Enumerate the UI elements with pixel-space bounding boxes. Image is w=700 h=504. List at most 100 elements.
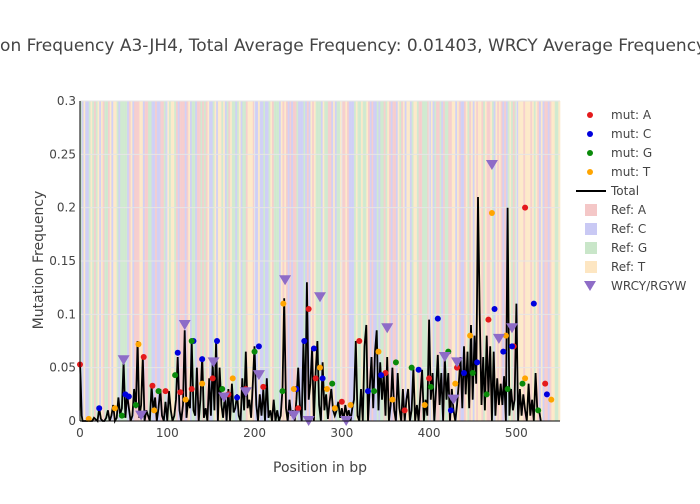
x-tick-label: 0 xyxy=(76,426,84,440)
mutation-point-t xyxy=(331,405,338,412)
y-axis-label: Mutation Frequency xyxy=(31,191,47,330)
mutation-point-a xyxy=(522,204,529,211)
legend-swatch-dot xyxy=(587,169,593,175)
wrcy-triangle xyxy=(279,275,292,286)
legend-item-mut-t[interactable]: mut: T xyxy=(587,165,651,179)
legend-item-total[interactable]: Total xyxy=(576,184,639,198)
mutation-point-c xyxy=(96,405,103,412)
mutation-point-t xyxy=(488,210,495,216)
legend-item-mut-a[interactable]: mut: A xyxy=(587,108,652,122)
y-tick-label: 0.2 xyxy=(57,201,76,215)
wrcy-triangle xyxy=(485,160,498,170)
mutation-point-g xyxy=(483,391,490,398)
mutation-point-c xyxy=(310,345,317,352)
legend-item-mut-c[interactable]: mut: C xyxy=(587,127,651,141)
mutation-point-t xyxy=(85,415,92,422)
mutation-point-a xyxy=(260,383,267,390)
mutation-point-c xyxy=(474,359,481,366)
mutation-point-t xyxy=(229,375,236,382)
chart-title: Mutation Frequency A3-JH4, Total Average… xyxy=(0,36,700,56)
mutation-point-a xyxy=(177,389,184,396)
legend-item-mut-g[interactable]: mut: G xyxy=(587,146,652,160)
x-tick-label: 400 xyxy=(418,426,441,440)
legend-label: Total xyxy=(610,184,639,198)
mutation-point-c xyxy=(214,338,221,344)
mutation-point-c xyxy=(500,348,507,355)
legend-item-ref-g[interactable]: Ref: G xyxy=(585,241,647,255)
legend-swatch-dot xyxy=(587,112,593,118)
mutation-point-c xyxy=(530,300,537,307)
mutation-point-g xyxy=(535,407,542,414)
legend[interactable]: mut: A mut: C mut: G mut: T Total Ref: A Ref: … xyxy=(576,108,687,293)
mutation-point-a xyxy=(188,386,195,392)
wrcy-triangle xyxy=(314,292,326,303)
mutation-point-t xyxy=(323,386,330,392)
mutation-point-g xyxy=(251,348,258,355)
y-tick-label: 0.15 xyxy=(49,254,76,268)
mutation-point-a xyxy=(162,388,169,395)
legend-swatch-dot xyxy=(587,150,593,156)
mutation-point-a xyxy=(140,354,147,360)
mutation-point-g xyxy=(219,386,226,392)
mutation-point-c xyxy=(365,388,371,395)
legend-item-ref-c[interactable]: Ref: C xyxy=(585,222,646,236)
mutation-point-a xyxy=(305,306,312,312)
mutation-point-a xyxy=(542,380,549,387)
legend-label: mut: T xyxy=(611,165,651,179)
mutation-point-c xyxy=(543,391,550,398)
mutation-point-g xyxy=(504,386,511,392)
mutation-point-c xyxy=(447,407,454,414)
legend-label: Ref: G xyxy=(611,241,647,255)
legend-swatch-rect xyxy=(585,223,597,235)
mutation-point-a xyxy=(149,382,156,389)
mutation-point-c xyxy=(174,349,181,356)
x-tick-label: 200 xyxy=(243,426,266,440)
legend-label: Ref: A xyxy=(611,203,647,217)
mutation-point-t xyxy=(182,396,189,403)
mutation-point-t xyxy=(317,364,323,371)
legend-item-ref-a[interactable]: Ref: A xyxy=(585,203,647,217)
y-tick-label: 0.3 xyxy=(57,94,76,108)
x-tick-label: 500 xyxy=(505,426,528,440)
legend-label: WRCY/RGYW xyxy=(611,279,687,293)
mutation-point-c xyxy=(234,394,241,401)
mutation-point-a xyxy=(209,375,216,382)
y-tick-label: 0 xyxy=(68,414,76,428)
wrcy-triangle xyxy=(506,323,518,334)
y-tick-label: 0.25 xyxy=(49,147,76,161)
tick-labels: 0 0.05 0.1 0.15 0.2 0.25 0.3 0 100 200 300 400 500 xyxy=(49,94,528,440)
mutation-point-t xyxy=(452,380,459,387)
mutation-point-a xyxy=(356,338,363,344)
mutation-point-t xyxy=(151,407,158,414)
wrcy-triangle xyxy=(438,352,451,362)
legend-swatch-rect xyxy=(585,261,597,273)
mutation-point-g xyxy=(132,402,139,408)
mutation-point-g xyxy=(172,372,179,379)
legend-item-wrcy-rgyw[interactable]: WRCY/RGYW xyxy=(584,279,687,293)
wrcy-triangle xyxy=(218,392,230,403)
legend-label: Ref: T xyxy=(611,260,646,274)
mutation-point-c xyxy=(378,372,385,379)
mutation-point-g xyxy=(155,388,162,395)
axes xyxy=(79,101,560,422)
mutation-point-t xyxy=(199,380,206,387)
mutation-point-c xyxy=(509,343,515,350)
legend-label: mut: A xyxy=(611,108,652,122)
mutation-point-t xyxy=(280,300,287,307)
total-line xyxy=(79,196,542,424)
wrcy-triangle xyxy=(451,357,464,368)
mutation-point-c xyxy=(491,306,498,312)
mutation-point-c xyxy=(199,356,206,363)
mutation-point-t xyxy=(548,396,555,403)
wrcy-triangle xyxy=(252,370,265,381)
legend-label: Ref: C xyxy=(611,222,646,236)
mutation-point-a xyxy=(338,398,345,405)
mutation-point-c xyxy=(461,370,467,376)
mutation-point-c xyxy=(415,366,422,373)
mutation-point-t xyxy=(135,341,142,348)
wrcy-triangle xyxy=(207,357,220,368)
mutation-point-c xyxy=(255,343,262,350)
x-tick-label: 100 xyxy=(156,426,179,440)
legend-item-ref-t[interactable]: Ref: T xyxy=(585,260,646,274)
